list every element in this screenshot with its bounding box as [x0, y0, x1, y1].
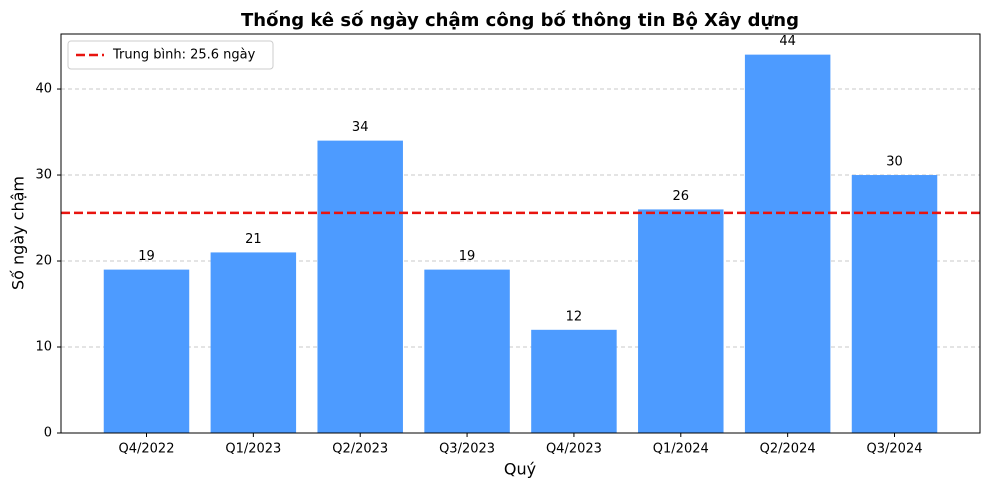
x-tick-label: Q4/2023: [546, 442, 602, 457]
bar: [103, 269, 190, 433]
x-tick-label: Q4/2022: [119, 442, 175, 457]
value-label: 12: [566, 309, 583, 324]
value-label: 19: [459, 249, 476, 264]
y-tick-label: 10: [35, 340, 52, 355]
bar: [531, 329, 617, 433]
value-label: 34: [352, 120, 369, 135]
bar: [638, 209, 724, 433]
bar: [851, 175, 938, 433]
value-label: 30: [886, 155, 903, 170]
x-tick-label: Q2/2024: [760, 442, 816, 457]
value-label: 26: [673, 189, 690, 204]
y-tick-label: 0: [44, 426, 52, 441]
x-tick-label: Q1/2023: [225, 442, 281, 457]
x-tick-label: Q3/2024: [867, 442, 923, 457]
bar: [317, 140, 403, 433]
bar: [744, 54, 831, 433]
x-tick-label: Q3/2023: [439, 442, 495, 457]
chart-title: Thống kê số ngày chậm công bố thông tin …: [241, 10, 799, 31]
x-axis-label: Quý: [504, 460, 536, 479]
y-tick-label: 30: [35, 168, 52, 183]
legend-box: [67, 40, 274, 70]
value-label: 21: [245, 232, 262, 247]
y-axis-label: Số ngày chậm: [9, 176, 28, 290]
legend: Trung bình: 25.6 ngày: [67, 40, 274, 70]
x-tick-label: Q2/2023: [332, 442, 388, 457]
value-label: 44: [779, 34, 796, 49]
plot-frame: [60, 33, 981, 434]
bar: [210, 252, 297, 433]
legend-label: Trung bình: 25.6 ngày: [112, 48, 256, 63]
x-tick-label: Q1/2024: [653, 442, 709, 457]
value-label: 19: [138, 249, 155, 264]
y-tick-label: 20: [35, 254, 52, 269]
y-tick-label: 40: [35, 82, 52, 97]
bar: [424, 269, 510, 433]
